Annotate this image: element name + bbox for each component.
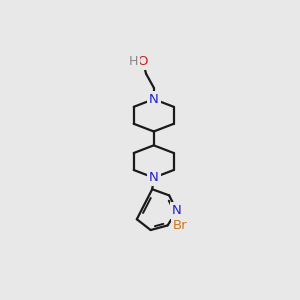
Text: N: N [149,93,159,106]
Text: O: O [138,55,148,68]
Text: Br: Br [172,219,187,232]
Text: H: H [128,55,138,68]
Text: N: N [149,171,159,184]
Text: N: N [172,204,182,217]
